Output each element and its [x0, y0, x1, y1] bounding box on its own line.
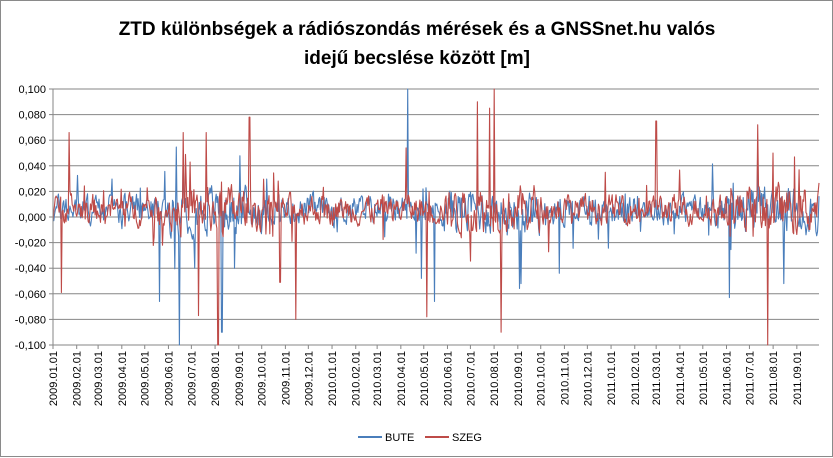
series-line-szeg: [52, 88, 820, 346]
x-tick-label: 2009.03.01: [93, 351, 105, 406]
x-tick-label: 2009.12.01: [303, 351, 315, 406]
x-tick-label: 2010.09.01: [513, 351, 525, 406]
x-tick-label: 2010.10.01: [536, 351, 548, 406]
x-tick-label: 2010.07.01: [465, 351, 477, 406]
x-tick-label: 2010.08.01: [489, 351, 501, 406]
y-tick-label: 0,040: [18, 161, 46, 173]
x-tick-label: 2009.05.01: [140, 351, 152, 406]
x-tick-label: 2011.05.01: [698, 351, 710, 405]
x-tick-label: 2011.08.01: [768, 351, 780, 405]
x-tick-label: 2011.03.01: [651, 351, 663, 405]
x-tick-label: 2011.06.01: [721, 351, 733, 405]
y-tick-label: 0,020: [18, 186, 46, 198]
y-tick-label: -0,080: [15, 314, 46, 326]
x-tick-label: 2011.04.01: [675, 351, 687, 405]
x-tick-label: 2009.02.01: [72, 351, 84, 406]
x-tick-label: 2011.02.01: [630, 351, 642, 405]
x-tick-label: 2010.02.01: [351, 351, 363, 406]
x-tick-label: 2010.03.01: [372, 351, 384, 406]
x-tick-label: 2010.11.01: [559, 351, 571, 405]
x-tick-label: 2010.04.01: [396, 351, 408, 406]
y-tick-label: 0,080: [18, 110, 46, 122]
y-tick-label: -0,020: [15, 238, 46, 250]
x-tick-label: 2009.09.01: [234, 351, 246, 406]
x-tick-label: 2011.07.01: [744, 351, 756, 405]
x-tick-label: 2009.11.01: [280, 351, 292, 405]
legend-label-bute: BUTE: [385, 432, 414, 444]
y-tick-label: -0,060: [15, 289, 46, 301]
y-axis-ticks: 0,100 0,080 0,060 0,040 0,020 0,000 -0,020 -0,0…: [15, 84, 53, 352]
chart-title-line-1: ZTD különbségek a rádiószondás mérések é…: [119, 19, 716, 40]
x-tick-label: 2009.01.01: [48, 351, 60, 406]
x-tick-label: 2009.06.01: [163, 351, 175, 406]
x-tick-label: 2009.10.01: [257, 351, 269, 406]
x-tick-label: 2010.06.01: [442, 351, 454, 406]
x-tick-label: 2010.12.01: [582, 351, 594, 406]
legend-label-szeg: SZEG: [452, 432, 482, 444]
x-tick-label: 2011.01.01: [606, 351, 618, 405]
y-tick-label: -0,100: [15, 340, 46, 352]
chart-title-line-2: idejű becslése között [m]: [304, 48, 530, 69]
y-tick-label: 0,060: [18, 135, 46, 147]
x-tick-label: 2010.01.01: [327, 351, 339, 406]
chart-title: ZTD különbségek a rádiószondás mérések é…: [119, 19, 716, 69]
series-line-bute: [52, 88, 820, 346]
legend: BUTE SZEG: [358, 432, 482, 444]
x-tick-label: 2009.07.01: [186, 351, 198, 406]
series-layer: [52, 88, 820, 346]
x-tick-label: 2010.05.01: [419, 351, 431, 406]
x-tick-label: 2011.09.01: [792, 351, 804, 405]
x-tick-label: 2009.04.01: [117, 351, 129, 406]
x-tick-label: 2009.08.01: [210, 351, 222, 406]
y-tick-label: 0,000: [18, 212, 46, 224]
y-tick-label: -0,040: [15, 263, 46, 275]
x-axis-ticks: 2009.01.01 2009.02.01 2009.03.01 2009.04.01…: [48, 345, 804, 406]
y-tick-label: 0,100: [18, 84, 46, 96]
